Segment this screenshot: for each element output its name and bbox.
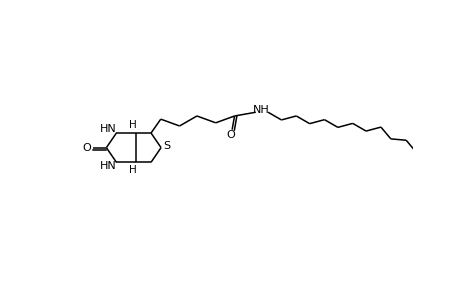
- Text: NH: NH: [252, 105, 269, 115]
- Text: H: H: [129, 165, 136, 175]
- Text: S: S: [163, 141, 170, 151]
- Text: O: O: [226, 130, 235, 140]
- Text: H: H: [129, 120, 136, 130]
- Text: O: O: [83, 143, 91, 153]
- Text: HN: HN: [100, 124, 117, 134]
- Text: HN: HN: [100, 161, 117, 171]
